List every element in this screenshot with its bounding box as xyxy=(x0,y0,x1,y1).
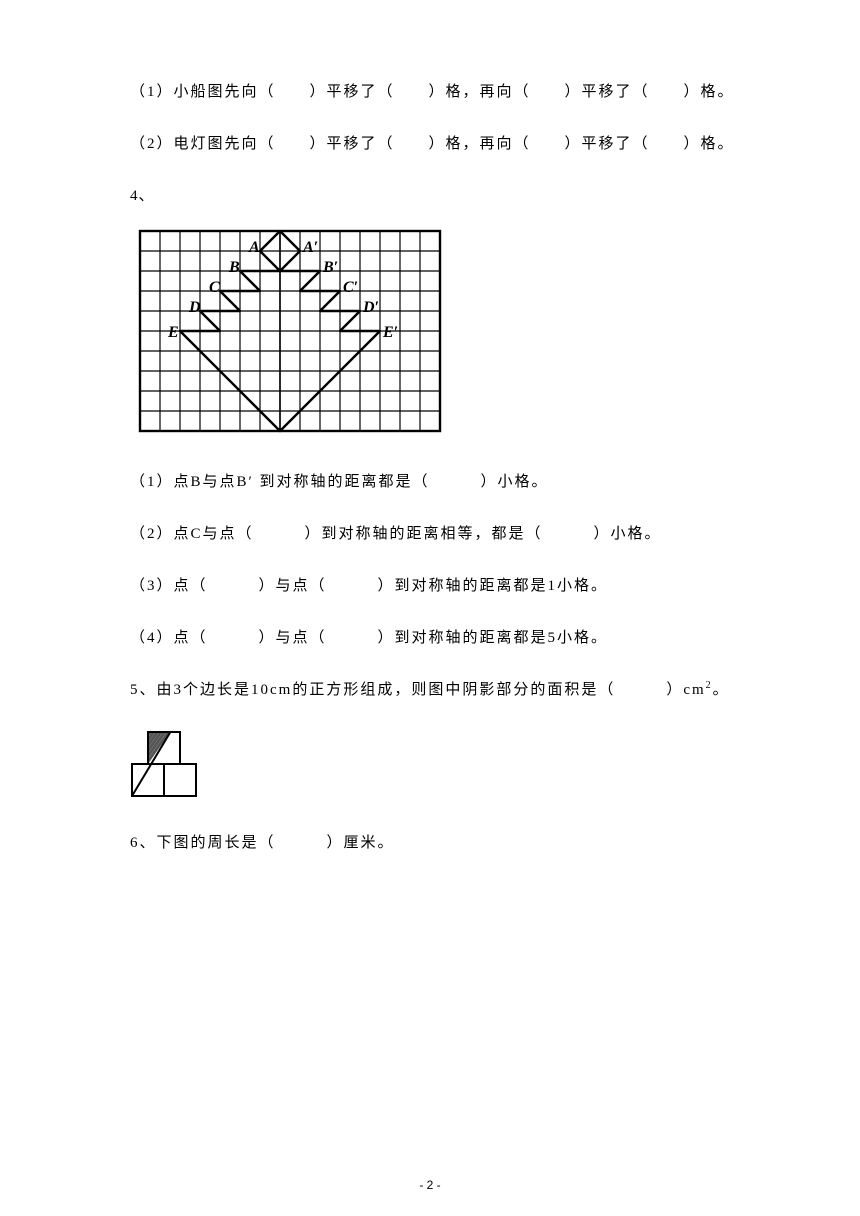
symmetry-grid-diagram: A A′ B B′ C C′ D D′ E E′ xyxy=(130,221,740,446)
svg-text:E: E xyxy=(167,324,179,341)
question-5-superscript: 2 xyxy=(706,680,713,691)
question-4-2: （2）点C与点（ ）到对称轴的距离相等，都是（ ）小格。 xyxy=(130,522,740,546)
svg-text:B′: B′ xyxy=(322,259,338,276)
svg-text:B: B xyxy=(228,259,240,276)
svg-text:D: D xyxy=(188,299,201,316)
question-4-1: （1）点B与点B′ 到对称轴的距离都是（ ）小格。 xyxy=(130,470,740,494)
question-5: 5、由3个边长是10cm的正方形组成，则图中阴影部分的面积是（ ）cm2。 xyxy=(130,678,740,702)
svg-text:D′: D′ xyxy=(362,299,379,316)
svg-text:E′: E′ xyxy=(382,324,398,341)
question-6: 6、下图的周长是（ ）厘米。 xyxy=(130,831,740,855)
page-number: - 2 - xyxy=(419,1178,440,1192)
question-2-line: （2）电灯图先向（ ）平移了（ ）格，再向（ ）平移了（ ）格。 xyxy=(130,132,740,156)
question-4-4: （4）点（ ）与点（ ）到对称轴的距离都是5小格。 xyxy=(130,626,740,650)
squares-svg xyxy=(130,730,230,802)
svg-text:A: A xyxy=(248,239,260,256)
question-5-text-a: 5、由3个边长是10cm的正方形组成，则图中阴影部分的面积是（ ）cm xyxy=(130,682,706,698)
question-1-line: （1）小船图先向（ ）平移了（ ）格，再向（ ）平移了（ ）格。 xyxy=(130,80,740,104)
question-5-text-b: 。 xyxy=(713,682,730,698)
svg-text:A′: A′ xyxy=(302,239,318,256)
svg-text:C: C xyxy=(209,279,220,296)
three-squares-diagram xyxy=(130,730,740,807)
grid-svg: A A′ B B′ C C′ D D′ E E′ xyxy=(130,221,450,441)
question-4-3: （3）点（ ）与点（ ）到对称轴的距离都是1小格。 xyxy=(130,574,740,598)
question-4-number: 4、 xyxy=(130,184,740,205)
svg-text:C′: C′ xyxy=(343,279,358,296)
